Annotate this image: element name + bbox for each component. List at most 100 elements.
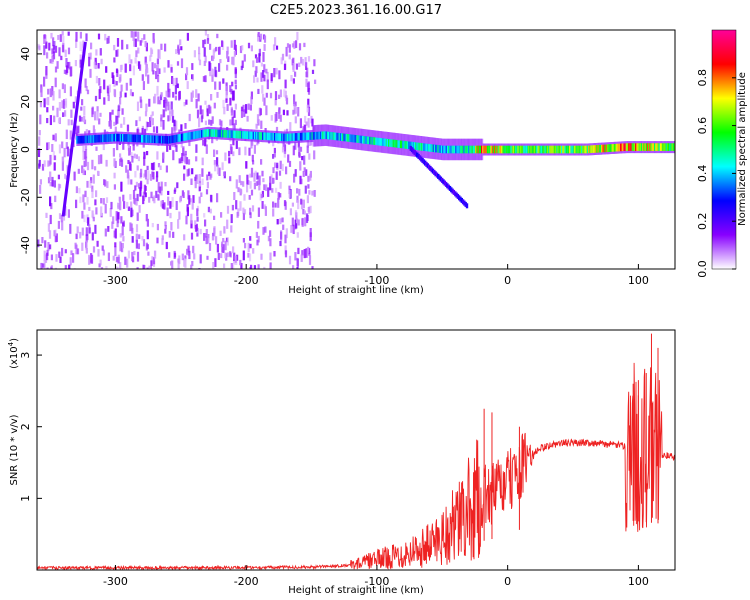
- ridge-cell: [385, 138, 388, 147]
- noise-cell: [116, 49, 119, 57]
- noise-cell: [69, 257, 72, 266]
- noise-cell: [113, 57, 116, 63]
- noise-cell: [305, 213, 309, 223]
- noise-cell: [313, 150, 316, 160]
- noise-cell: [229, 119, 232, 126]
- noise-cell: [198, 46, 201, 55]
- noise-cell: [187, 190, 190, 200]
- noise-cell: [239, 259, 242, 266]
- noise-cell: [58, 102, 61, 111]
- ridge-cell: [521, 145, 524, 154]
- noise-cell: [130, 207, 133, 218]
- noise-cell: [158, 68, 161, 75]
- ridge-cell: [541, 145, 544, 154]
- noise-cell: [91, 159, 94, 170]
- noise-cell: [241, 45, 244, 51]
- ridge-cell: [611, 144, 614, 152]
- noise-cell: [246, 174, 249, 185]
- ridge-cell: [76, 136, 79, 144]
- noise-cell: [303, 42, 306, 48]
- noise-cell: [231, 56, 234, 65]
- noise-cell: [230, 88, 233, 95]
- y-tick-label: -40: [19, 236, 32, 254]
- noise-cell: [95, 268, 98, 269]
- snr-frame: [36, 329, 676, 571]
- noise-cell: [279, 114, 282, 122]
- noise-cell: [94, 95, 98, 102]
- snr-y-ticks: 123: [19, 352, 42, 502]
- ridge-cell: [484, 145, 487, 154]
- noise-cell: [247, 252, 250, 258]
- noise-cell: [58, 47, 61, 57]
- ridge-cell: [208, 129, 211, 137]
- noise-cell: [39, 179, 42, 185]
- snr-line: [37, 362, 675, 570]
- noise-cell: [134, 57, 137, 64]
- ridge-cell: [271, 132, 274, 141]
- ridge-cell: [417, 142, 420, 151]
- ridge-cell: [448, 145, 451, 154]
- noise-cell: [211, 68, 214, 76]
- ridge-cell: [225, 130, 228, 138]
- tail-cell: [461, 199, 465, 205]
- noise-cell: [43, 98, 46, 108]
- noise-cell: [233, 39, 236, 50]
- noise-cell: [160, 117, 163, 127]
- noise-cell: [267, 235, 270, 242]
- noise-cell: [62, 112, 65, 118]
- noise-cell: [52, 91, 55, 101]
- noise-cell: [170, 261, 173, 266]
- tail-cell: [463, 200, 466, 206]
- ridge-cell: [288, 133, 291, 142]
- noise-cell: [90, 42, 93, 50]
- tail-cell: [460, 197, 463, 203]
- noise-cell: [53, 115, 56, 123]
- noise-cell: [49, 59, 52, 64]
- noise-cell: [109, 120, 112, 129]
- noise-cell: [89, 68, 92, 78]
- noise-cell: [95, 75, 98, 84]
- noise-cell: [49, 244, 52, 250]
- noise-cell: [162, 120, 165, 130]
- ridge-cell: [228, 130, 231, 138]
- snr-y-scale-exp: 4: [7, 341, 15, 346]
- noise-cell: [119, 158, 122, 166]
- noise-cell: [37, 239, 40, 248]
- noise-cell: [161, 203, 165, 210]
- ridge-cell: [142, 134, 145, 143]
- noise-cell: [144, 40, 147, 48]
- noise-cell: [207, 206, 210, 213]
- tail-cell: [429, 165, 432, 171]
- noise-cell: [120, 181, 123, 192]
- ridge-cell: [538, 145, 541, 154]
- ridge-cell: [338, 133, 341, 141]
- tail-cell: [422, 159, 426, 165]
- noise-cell: [224, 152, 227, 161]
- ridge-cell: [490, 145, 493, 154]
- noise-cell: [228, 157, 231, 164]
- ridge-cell: [169, 135, 172, 144]
- noise-cell: [142, 195, 145, 205]
- ridge-cell: [581, 145, 584, 154]
- ridge-cell: [249, 131, 252, 140]
- noise-cell: [108, 121, 111, 127]
- noise-cell: [309, 205, 312, 214]
- noise-cell: [67, 209, 70, 218]
- ridge-cell: [204, 129, 207, 137]
- noise-cell: [255, 231, 258, 238]
- noise-cell: [156, 151, 159, 160]
- noise-cell: [250, 167, 254, 178]
- noise-cell: [141, 236, 144, 241]
- noise-cell: [171, 115, 175, 123]
- noise-cell: [184, 255, 187, 261]
- ridge-cell: [495, 145, 498, 154]
- noise-cell: [100, 206, 103, 216]
- noise-cell: [137, 243, 140, 250]
- ridge-cell: [108, 134, 111, 142]
- noise-cell: [208, 119, 211, 125]
- noise-cell: [85, 86, 88, 92]
- noise-cell: [299, 118, 302, 129]
- ridge-cell: [342, 133, 345, 142]
- ridge-cell: [589, 145, 592, 154]
- noise-cell: [95, 190, 98, 198]
